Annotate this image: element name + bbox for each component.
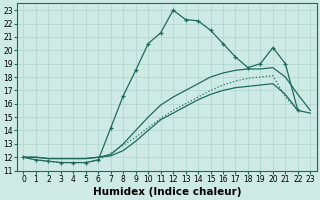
X-axis label: Humidex (Indice chaleur): Humidex (Indice chaleur) xyxy=(93,187,241,197)
